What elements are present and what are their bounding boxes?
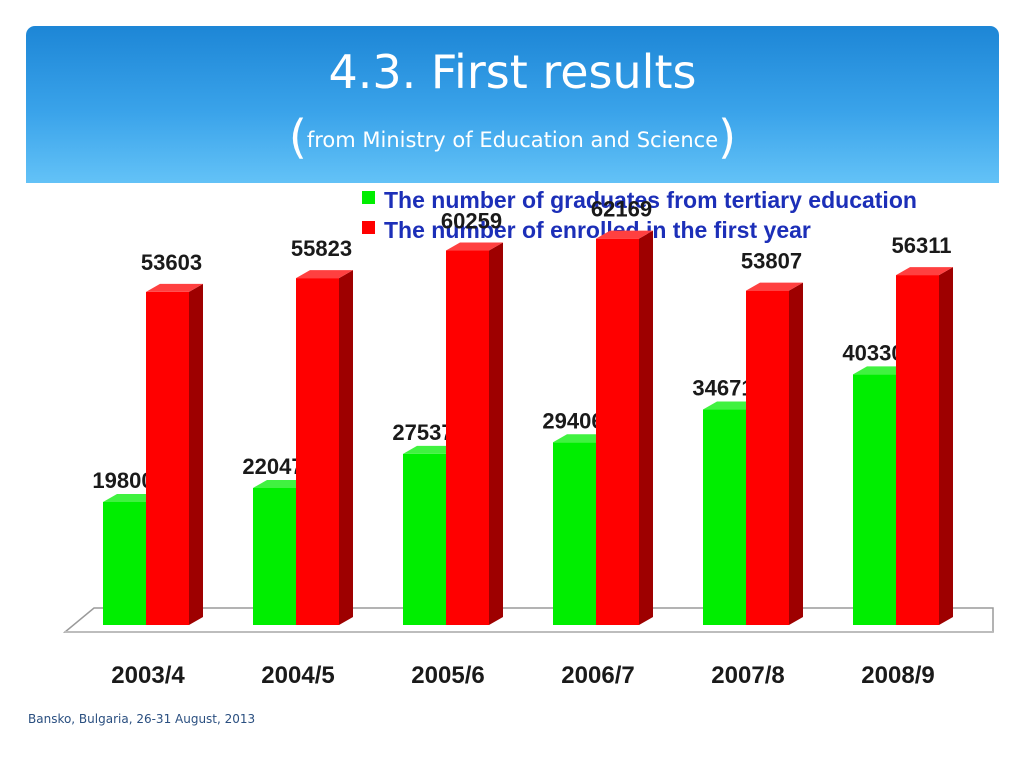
bar-front-face	[896, 275, 939, 625]
subtitle-open-paren: (	[288, 110, 307, 164]
slide-title: 4.3. First results	[328, 45, 697, 99]
data-label-enrolled-2006-7: 62169	[591, 197, 652, 222]
subtitle-close-paren: )	[718, 110, 737, 164]
data-label-graduates-2006-7: 29406	[542, 408, 603, 433]
bar-front-face	[703, 409, 746, 625]
x-tick-label-2007-8: 2007/8	[711, 662, 784, 689]
bar-top-face	[146, 283, 203, 292]
bar-top-face	[403, 445, 460, 454]
bar-front-face	[553, 442, 596, 625]
bar-top-face	[103, 493, 160, 502]
data-label-graduates-2008-9: 40330	[842, 340, 903, 365]
bar-side-face	[489, 242, 503, 625]
bar-front-face	[853, 374, 896, 625]
data-label-enrolled-2008-9: 56311	[892, 233, 952, 258]
bar-top-face	[253, 479, 310, 488]
data-label-graduates-2005-6: 27537	[392, 420, 453, 445]
bar-top-face	[446, 242, 503, 251]
bar-enrolled-2008-9	[896, 267, 953, 625]
bar-enrolled-2006-7	[596, 230, 653, 626]
data-label-enrolled-2007-8: 53807	[741, 249, 802, 274]
bar-side-face	[339, 270, 353, 625]
data-label-enrolled-2003-4: 53603	[141, 250, 202, 275]
x-tick-label-2008-9: 2008/9	[861, 662, 934, 689]
bar-front-face	[403, 453, 446, 625]
bar-top-face	[703, 401, 760, 410]
bar-top-face	[296, 270, 353, 279]
x-tick-label-2005-6: 2005/6	[411, 662, 484, 689]
bar-top-face	[553, 434, 610, 443]
bar-enrolled-2004-5	[296, 270, 353, 625]
data-label-enrolled-2005-6: 60259	[441, 209, 502, 234]
slide-subtitle: (from Ministry of Education and Science)	[26, 112, 999, 165]
subtitle-text: from Ministry of Education and Science	[306, 128, 719, 152]
x-tick-label-2004-5: 2004/5	[261, 662, 334, 689]
data-label-graduates-2007-8: 34671	[692, 376, 753, 401]
bar-front-face	[446, 250, 489, 625]
bar-front-face	[296, 278, 339, 625]
bar-enrolled-2005-6	[446, 242, 503, 625]
bar-front-face	[103, 501, 146, 625]
legend-swatch-2	[362, 221, 375, 234]
data-label-enrolled-2004-5: 55823	[291, 236, 352, 261]
bar-enrolled-2003-4	[146, 283, 203, 625]
data-label-graduates-2004-5: 22047	[242, 454, 303, 479]
title-header-band	[26, 26, 999, 183]
bar-top-face	[596, 230, 653, 239]
bar-side-face	[789, 282, 803, 625]
bar-enrolled-2007-8	[746, 282, 803, 625]
legend-label-1: The number of graduates from tertiary ed…	[384, 187, 917, 213]
legend-swatch-1	[362, 191, 375, 204]
footer-text: Bansko, Bulgaria, 26-31 August, 2013	[28, 712, 256, 726]
x-tick-label-2006-7: 2006/7	[561, 662, 634, 689]
bar-side-face	[939, 267, 953, 625]
bar-front-face	[253, 487, 296, 625]
bar-top-face	[746, 282, 803, 291]
bar-front-face	[596, 238, 639, 626]
bar-side-face	[639, 230, 653, 626]
bar-front-face	[746, 290, 789, 625]
bar-side-face	[189, 283, 203, 625]
bar-top-face	[853, 366, 910, 375]
x-tick-label-2003-4: 2003/4	[111, 662, 185, 689]
bar-top-face	[896, 267, 953, 276]
bar-front-face	[146, 291, 189, 625]
data-label-graduates-2003-4: 19800	[92, 468, 153, 493]
